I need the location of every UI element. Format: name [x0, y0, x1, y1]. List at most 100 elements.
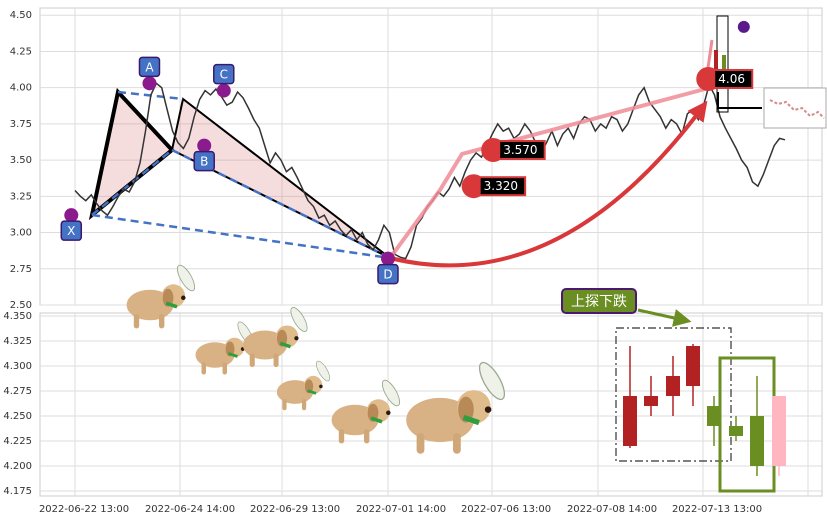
mini-candle-green — [722, 55, 726, 77]
dog-body — [126, 289, 174, 321]
dog-leg — [222, 362, 227, 375]
candle-panel: 4.350 4.325 4.300 4.275 4.250 4.225 4.200 4.175… — [3, 264, 823, 515]
dog-collar — [165, 301, 178, 309]
pattern-point-marker — [142, 76, 157, 91]
dog-nose — [294, 336, 299, 341]
dog-wing — [478, 361, 506, 401]
candle-highlight-box-dashed — [615, 327, 732, 462]
price-y-tick: 3.50 — [10, 155, 32, 166]
dog-body — [406, 397, 474, 443]
x-tick: 2022-07-06 13:00 — [461, 504, 551, 515]
recent-mini-candles — [714, 15, 827, 129]
candle-body — [686, 346, 700, 386]
dog-body — [276, 380, 314, 404]
dog-wing — [290, 307, 308, 332]
candle-y-tick: 4.250 — [3, 411, 32, 422]
x-tick: 2022-06-22 13:00 — [39, 504, 129, 515]
dog-ear — [367, 403, 379, 422]
annotation-callout: 上探下跌 — [561, 288, 692, 327]
candle-y-tick: 4.200 — [3, 461, 32, 472]
dog-ear — [162, 288, 174, 307]
dog-picture — [126, 264, 196, 329]
projection-rise-line — [388, 87, 706, 260]
dog-picture — [242, 307, 308, 368]
dog-nose — [386, 410, 391, 416]
dog-leg — [201, 362, 206, 375]
price-y-tick: 2.75 — [10, 264, 32, 275]
price-y-tick: 4.00 — [10, 83, 32, 94]
pattern-point-box — [193, 150, 215, 172]
price-y-tick: 3.25 — [10, 191, 32, 202]
pattern-points: X A B C D — [60, 56, 399, 285]
price-label-text: 3.320 — [484, 179, 518, 193]
candle-body — [750, 416, 764, 466]
price-panel-frame — [39, 7, 823, 306]
dog-picture — [276, 360, 331, 411]
candle-y-tick: 4.225 — [3, 436, 32, 447]
pattern-point-marker — [216, 83, 231, 98]
top-marker — [737, 20, 750, 33]
dog-collar — [228, 352, 238, 358]
pattern-line-xb — [91, 149, 173, 216]
price-grid — [40, 8, 822, 306]
dog-nose — [484, 406, 492, 413]
dog-body — [195, 342, 235, 368]
price-y-tick: 3.00 — [10, 228, 32, 239]
dog-ear — [276, 329, 288, 347]
price-label-text: 4.06 — [718, 72, 745, 86]
dog-nose — [181, 295, 186, 301]
price-label-box — [713, 68, 754, 89]
dog-leg — [364, 429, 370, 444]
candle-y-tick: 4.300 — [3, 361, 32, 372]
price-y-tick: 2.50 — [10, 300, 32, 311]
dog-collar — [279, 341, 292, 349]
candle-body — [666, 376, 680, 396]
dog-body — [331, 404, 379, 436]
dog-picture — [406, 361, 506, 454]
price-y-axis: 4.50 4.25 4.00 3.75 3.50 3.25 3.00 2.75 2.50 — [10, 10, 32, 311]
annotation-box — [561, 288, 637, 314]
x-tick: 2022-06-24 14:00 — [145, 504, 235, 515]
price-y-tick: 4.50 — [10, 10, 32, 21]
candle-body — [644, 396, 658, 406]
dog-ear — [225, 341, 235, 357]
projection-arc-arrow — [389, 100, 708, 268]
annotation-arrow — [637, 308, 692, 327]
candle-body — [623, 396, 637, 446]
pattern-point-marker — [64, 208, 79, 223]
dog-picture — [331, 379, 401, 444]
dog-leg — [273, 353, 279, 368]
price-label-text: 3.570 — [503, 143, 537, 157]
mini-thumbnail-trace — [769, 99, 825, 119]
decorative-dogs — [126, 264, 506, 454]
dog-wing — [315, 360, 331, 382]
candle-y-tick: 4.275 — [3, 386, 32, 397]
x-tick: 2022-07-13 13:00 — [672, 504, 762, 515]
dog-wing — [176, 264, 196, 292]
dog-leg — [133, 314, 140, 329]
x-tick: 2022-07-01 14:00 — [356, 504, 446, 515]
dog-leg — [302, 399, 307, 411]
x-axis: 2022-06-22 13:00 2022-06-24 14:00 2022-06-… — [39, 504, 762, 515]
dog-collar — [370, 416, 383, 424]
dog-leg — [159, 314, 165, 329]
pattern-triangle-xab — [88, 87, 175, 221]
pattern-point-box — [138, 56, 161, 78]
pattern-point-label: X — [67, 224, 75, 238]
candle-body — [729, 426, 743, 436]
price-labels: 3.320 3.570 4.06 — [461, 66, 754, 199]
candle-body — [772, 396, 786, 466]
dog-nose — [319, 384, 323, 389]
pattern-line-xd — [91, 213, 391, 260]
dog-leg — [249, 353, 255, 368]
pattern-point-label: B — [200, 155, 208, 169]
candle-grid — [40, 313, 822, 496]
price-panel: 4.50 4.25 4.00 3.75 3.50 3.25 3.00 2.75 2.50 — [10, 7, 827, 311]
dog-leg — [338, 429, 345, 444]
x-tick: 2022-07-08 14:00 — [567, 504, 657, 515]
mini-candle-red — [714, 50, 718, 74]
pattern-point-marker — [380, 251, 395, 266]
annotation-label: 上探下跌 — [571, 294, 627, 310]
mini-bracket — [717, 92, 762, 109]
